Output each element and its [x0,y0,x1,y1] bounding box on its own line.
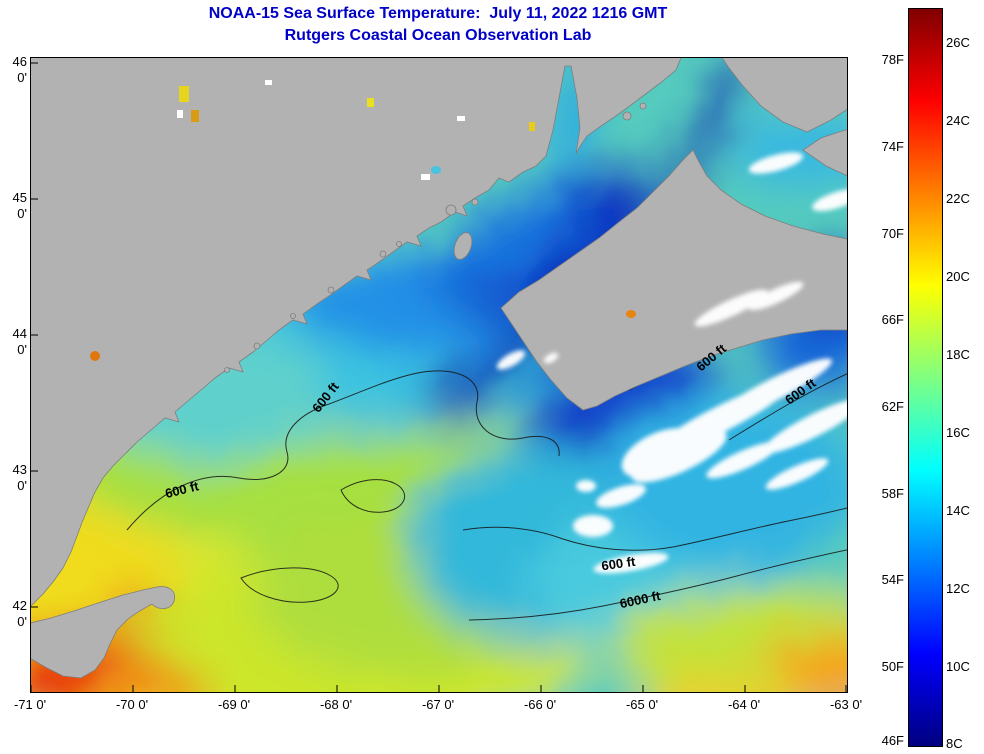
coastal-island [471,198,479,206]
colorbar-c-label: 16C [946,425,970,440]
coastal-island [290,313,296,319]
colorbar [908,8,943,747]
longitude-tick-label: -67 0' [421,697,455,712]
land-cape-cod [31,586,176,679]
contour-label-600ft: 600 ft [601,554,637,574]
colorbar-f-label: 54F [881,572,904,587]
colorbar-c-label: 10C [946,659,970,674]
longitude-tick-label: -69 0' [217,697,251,712]
sst-map-canvas: 600 ft 600 ft 600 ft 600 ft 600 ft 6000 … [31,58,847,692]
colorbar-c-label: 18C [946,347,970,362]
colorbar-f-label: 74F [881,139,904,154]
latitude-tick-label: 46 0' [12,54,27,85]
longitude-tick-label: -70 0' [115,697,149,712]
colorbar-f-label: 62F [881,399,904,414]
coastal-island [253,342,261,350]
land-regions [31,58,847,679]
land-maine-new-england [31,58,682,607]
longitude-tick-label: -65 0' [625,697,659,712]
colorbar-c-label: 20C [946,269,970,284]
colorbar-f-label: 58F [881,486,904,501]
axis-tick-marks [31,62,847,692]
coastal-island [327,286,335,294]
latitude-tick-label: 44 0' [12,326,27,357]
longitude-tick-label: -63 0' [829,697,863,712]
page-title: NOAA-15 Sea Surface Temperature: July 11… [208,5,668,22]
longitude-tick-label: -68 0' [319,697,353,712]
cloud-artifacts-over-land [90,80,636,361]
colorbar-f-label: 66F [881,312,904,327]
coastal-island [224,367,230,373]
island-mount-desert [445,204,457,216]
cloud-patches [496,152,847,574]
page-subtitle: Rutgers Coastal Ocean Observation Lab [284,27,592,44]
colorbar-f-label: 50F [881,659,904,674]
depth-contours [126,253,847,621]
longitude-tick-label: -66 0' [523,697,557,712]
map-plot-area: 600 ft 600 ft 600 ft 600 ft 600 ft 6000 … [30,57,848,693]
colorbar-c-label: 26C [946,35,970,50]
colorbar-f-label: 78F [881,52,904,67]
land-nova-scotia [500,149,847,411]
longitude-tick-label: -64 0' [727,697,761,712]
colorbar-c-label: 22C [946,191,970,206]
coastal-island [396,241,402,247]
coastal-island [379,250,387,258]
colorbar-f-label: 46F [881,733,904,748]
island-grand-manan [453,232,473,260]
colorbar-c-label: 24C [946,113,970,128]
colorbar-f-label: 70F [881,226,904,241]
colorbar-c-label: 12C [946,581,970,596]
latitude-tick-label: 45 0' [12,190,27,221]
latitude-tick-label: 42 0' [12,598,27,629]
latitude-tick-label: 43 0' [12,462,27,493]
colorbar-c-label: 14C [946,503,970,518]
longitude-tick-label: -71 0' [13,697,47,712]
land-new-brunswick [721,58,847,133]
land-chignecto [802,129,847,177]
colorbar-c-label: 8C [946,736,963,751]
coastal-island [622,111,632,121]
coastal-island [639,102,647,110]
